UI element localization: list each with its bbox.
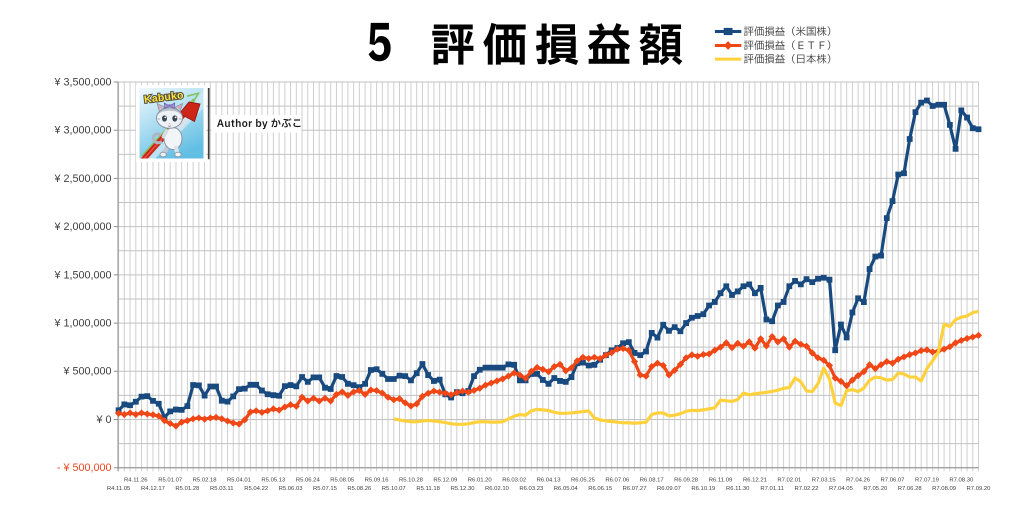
svg-text:R6.09.07: R6.09.07 (657, 486, 681, 492)
svg-text:R5.11.18: R5.11.18 (416, 486, 440, 492)
svg-text:R5.01.28: R5.01.28 (175, 486, 200, 492)
svg-text:¥ 2,000,000: ¥ 2,000,000 (53, 221, 111, 233)
svg-text:R6.03.02: R6.03.02 (502, 477, 526, 483)
svg-text:R7.06.07: R7.06.07 (881, 477, 905, 483)
svg-text:R6.12.21: R6.12.21 (743, 477, 767, 483)
svg-text:R7.08.09: R7.08.09 (932, 486, 956, 492)
svg-text:R5.08.05: R5.08.05 (330, 477, 355, 483)
svg-text:R7.07.19: R7.07.19 (915, 477, 939, 483)
svg-text:R5.09.16: R5.09.16 (365, 477, 390, 483)
svg-text:R7.02.22: R7.02.22 (795, 486, 819, 492)
svg-text:R5.07.15: R5.07.15 (313, 486, 338, 492)
svg-text:R6.05.04: R6.05.04 (554, 486, 579, 492)
svg-text:R5.04.01: R5.04.01 (227, 477, 251, 483)
svg-text:R7.04.26: R7.04.26 (846, 477, 871, 483)
svg-text:R6.07.06: R6.07.06 (605, 477, 630, 483)
svg-text:R6.10.19: R6.10.19 (691, 486, 715, 492)
svg-text:R5.08.26: R5.08.26 (347, 486, 372, 492)
svg-text:R7.03.15: R7.03.15 (812, 477, 837, 483)
svg-text:R6.07.27: R6.07.27 (623, 486, 647, 492)
svg-text:R5.10.28: R5.10.28 (399, 477, 424, 483)
svg-text:R7.08.30: R7.08.30 (949, 477, 974, 483)
svg-text:R5.06.03: R5.06.03 (279, 486, 304, 492)
svg-text:R5.12.09: R5.12.09 (433, 477, 457, 483)
svg-text:R4.11.05: R4.11.05 (107, 486, 131, 492)
svg-text:¥ 1,000,000: ¥ 1,000,000 (53, 318, 111, 330)
svg-text:R5.05.13: R5.05.13 (261, 477, 286, 483)
svg-text:R4.11.26: R4.11.26 (124, 477, 148, 483)
svg-text:R6.08.17: R6.08.17 (640, 477, 664, 483)
svg-text:R6.03.23: R6.03.23 (519, 486, 544, 492)
svg-text:R7.02.01: R7.02.01 (777, 477, 801, 483)
svg-text:R6.02.10: R6.02.10 (485, 486, 510, 492)
svg-text:¥ 2,500,000: ¥ 2,500,000 (53, 173, 111, 185)
svg-text:R7.05.20: R7.05.20 (863, 486, 888, 492)
svg-text:R5.03.11: R5.03.11 (210, 486, 233, 492)
svg-text:R4.12.17: R4.12.17 (141, 486, 165, 492)
svg-text:R6.01.20: R6.01.20 (468, 477, 493, 483)
svg-text:¥ 3,500,000: ¥ 3,500,000 (53, 76, 111, 88)
svg-text:R6.04.13: R6.04.13 (537, 477, 562, 483)
svg-text:R7.06.28: R7.06.28 (898, 486, 923, 492)
svg-text:R6.11.30: R6.11.30 (726, 486, 750, 492)
svg-text:- ¥ 500,000: - ¥ 500,000 (57, 462, 112, 474)
svg-text:R5.12.30: R5.12.30 (451, 486, 476, 492)
svg-text:R5.06.24: R5.06.24 (296, 477, 321, 483)
svg-text:¥ 0: ¥ 0 (95, 414, 111, 426)
svg-text:R7.04.05: R7.04.05 (829, 486, 854, 492)
svg-text:R6.05.25: R6.05.25 (571, 477, 596, 483)
svg-text:¥ 500,000: ¥ 500,000 (62, 366, 111, 378)
svg-text:¥ 3,000,000: ¥ 3,000,000 (53, 125, 111, 137)
svg-text:R5.04.22: R5.04.22 (244, 486, 268, 492)
svg-text:R6.06.15: R6.06.15 (588, 486, 613, 492)
svg-text:R5.01.07: R5.01.07 (158, 477, 182, 483)
svg-text:R7.09.20: R7.09.20 (967, 486, 992, 492)
svg-text:R5.10.07: R5.10.07 (382, 486, 406, 492)
svg-text:R6.09.28: R6.09.28 (674, 477, 699, 483)
svg-text:¥ 1,500,000: ¥ 1,500,000 (53, 269, 111, 281)
svg-text:R5.02.18: R5.02.18 (193, 477, 218, 483)
svg-text:R6.11.09: R6.11.09 (709, 477, 732, 483)
svg-text:Kabuko: Kabuko (143, 89, 184, 106)
svg-text:R7.01.11: R7.01.11 (760, 486, 783, 492)
